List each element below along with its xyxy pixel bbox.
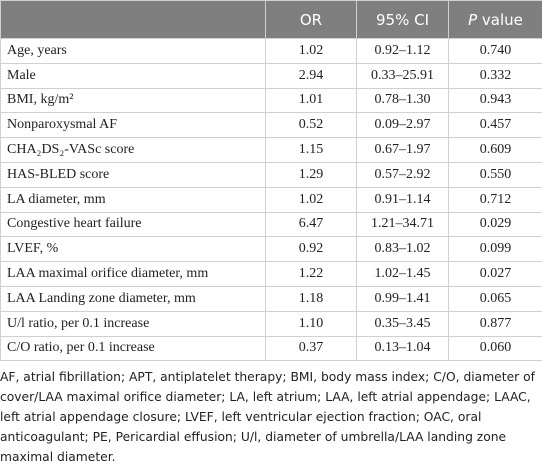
table-row: BMI, kg/m² 1.01 0.78–1.30 0.943 — [0, 87, 542, 114]
cell: 0.52 — [265, 112, 357, 139]
cell: 0.33–25.91 — [356, 62, 449, 89]
row-label: LA diameter, mm — [0, 186, 266, 213]
row-label: C/O ratio, per 0.1 increase — [0, 335, 266, 362]
table-row: Congestive heart failure 6.47 1.21–34.71 0.… — [0, 211, 542, 238]
row-label: LAA Landing zone diameter, mm — [0, 285, 266, 312]
header-or: OR — [265, 0, 357, 39]
cell: 1.15 — [265, 137, 357, 163]
row-label: Nonparoxysmal AF — [0, 112, 266, 139]
table-row: HAS-BLED score 1.29 0.57–2.92 0.550 — [0, 161, 542, 188]
cell: 0.09–2.97 — [356, 112, 449, 139]
cell: 0.065 — [448, 285, 542, 312]
cell: 1.18 — [265, 285, 357, 312]
table-row: LVEF, % 0.92 0.83–1.02 0.099 — [0, 236, 542, 263]
cell: 0.550 — [448, 161, 542, 188]
cell: 0.712 — [448, 186, 542, 213]
cell: 0.57–2.92 — [356, 161, 449, 188]
cell: 0.13–1.04 — [356, 335, 449, 362]
cell: 0.37 — [265, 335, 357, 362]
cell: 1.22 — [265, 261, 357, 287]
header-p: P value — [448, 0, 542, 39]
cell: 0.92 — [265, 236, 357, 263]
cell: 0.740 — [448, 38, 542, 64]
row-label: Age, years — [0, 38, 266, 64]
header-p-italic: P — [468, 10, 478, 29]
cell: 0.99–1.41 — [356, 285, 449, 312]
cell: 0.91–1.14 — [356, 186, 449, 213]
row-label: CHA₂DS₂-VASc score — [0, 137, 266, 163]
cell: 6.47 — [265, 211, 357, 238]
table-row: Male 2.94 0.33–25.91 0.332 — [0, 62, 542, 89]
header-ci: 95% CI — [356, 0, 449, 39]
row-label: Congestive heart failure — [0, 211, 266, 238]
cell: 1.02 — [265, 38, 357, 64]
table-row: Nonparoxysmal AF 0.52 0.09–2.97 0.457 — [0, 112, 542, 139]
cell: 0.060 — [448, 335, 542, 362]
table-body: Age, years 1.02 0.92–1.12 0.740 Male 2.94 0.33… — [0, 38, 542, 362]
results-table: OR 95% CI P value Age, years 1.02 0.92–1.1… — [0, 0, 542, 362]
cell: 1.02 — [265, 186, 357, 213]
table-row: C/O ratio, per 0.1 increase 0.37 0.13–1.04… — [0, 335, 542, 362]
row-label: U/l ratio, per 0.1 increase — [0, 310, 266, 337]
row-label: HAS-BLED score — [0, 161, 266, 188]
header-row: OR 95% CI P value — [0, 0, 542, 39]
cell: 0.67–1.97 — [356, 137, 449, 163]
cell: 0.877 — [448, 310, 542, 337]
cell: 0.943 — [448, 87, 542, 114]
cell: 0.332 — [448, 62, 542, 89]
table-row: Age, years 1.02 0.92–1.12 0.740 — [0, 38, 542, 64]
table-row: LAA maximal orifice diameter, mm 1.22 1.02… — [0, 261, 542, 287]
cell: 0.83–1.02 — [356, 236, 449, 263]
row-label: LAA maximal orifice diameter, mm — [0, 261, 266, 287]
row-label: LVEF, % — [0, 236, 266, 263]
cell: 0.78–1.30 — [356, 87, 449, 114]
header-blank — [0, 0, 266, 39]
row-label: BMI, kg/m² — [0, 87, 266, 114]
header-p-rest: value — [481, 10, 523, 29]
cell: 0.457 — [448, 112, 542, 139]
cell: 2.94 — [265, 62, 357, 89]
table-row: LA diameter, mm 1.02 0.91–1.14 0.712 — [0, 186, 542, 213]
row-label: Male — [0, 62, 266, 89]
cell: 0.609 — [448, 137, 542, 163]
table-header: OR 95% CI P value — [0, 0, 542, 39]
cell: 0.027 — [448, 261, 542, 287]
cell: 0.92–1.12 — [356, 38, 449, 64]
cell: 1.21–34.71 — [356, 211, 449, 238]
cell: 1.10 — [265, 310, 357, 337]
table-row: CHA₂DS₂-VASc score 1.15 0.67–1.97 0.609 — [0, 137, 542, 163]
cell: 0.35–3.45 — [356, 310, 449, 337]
table-row: LAA Landing zone diameter, mm 1.18 0.99–1.… — [0, 285, 542, 312]
table-row: U/l ratio, per 0.1 increase 1.10 0.35–3.45… — [0, 310, 542, 337]
cell: 1.29 — [265, 161, 357, 188]
cell: 1.02–1.45 — [356, 261, 449, 287]
cell: 0.099 — [448, 236, 542, 263]
cell: 0.029 — [448, 211, 542, 238]
footnote: AF, atrial fibrillation; APT, antiplatel… — [0, 370, 535, 465]
cell: 1.01 — [265, 87, 357, 114]
